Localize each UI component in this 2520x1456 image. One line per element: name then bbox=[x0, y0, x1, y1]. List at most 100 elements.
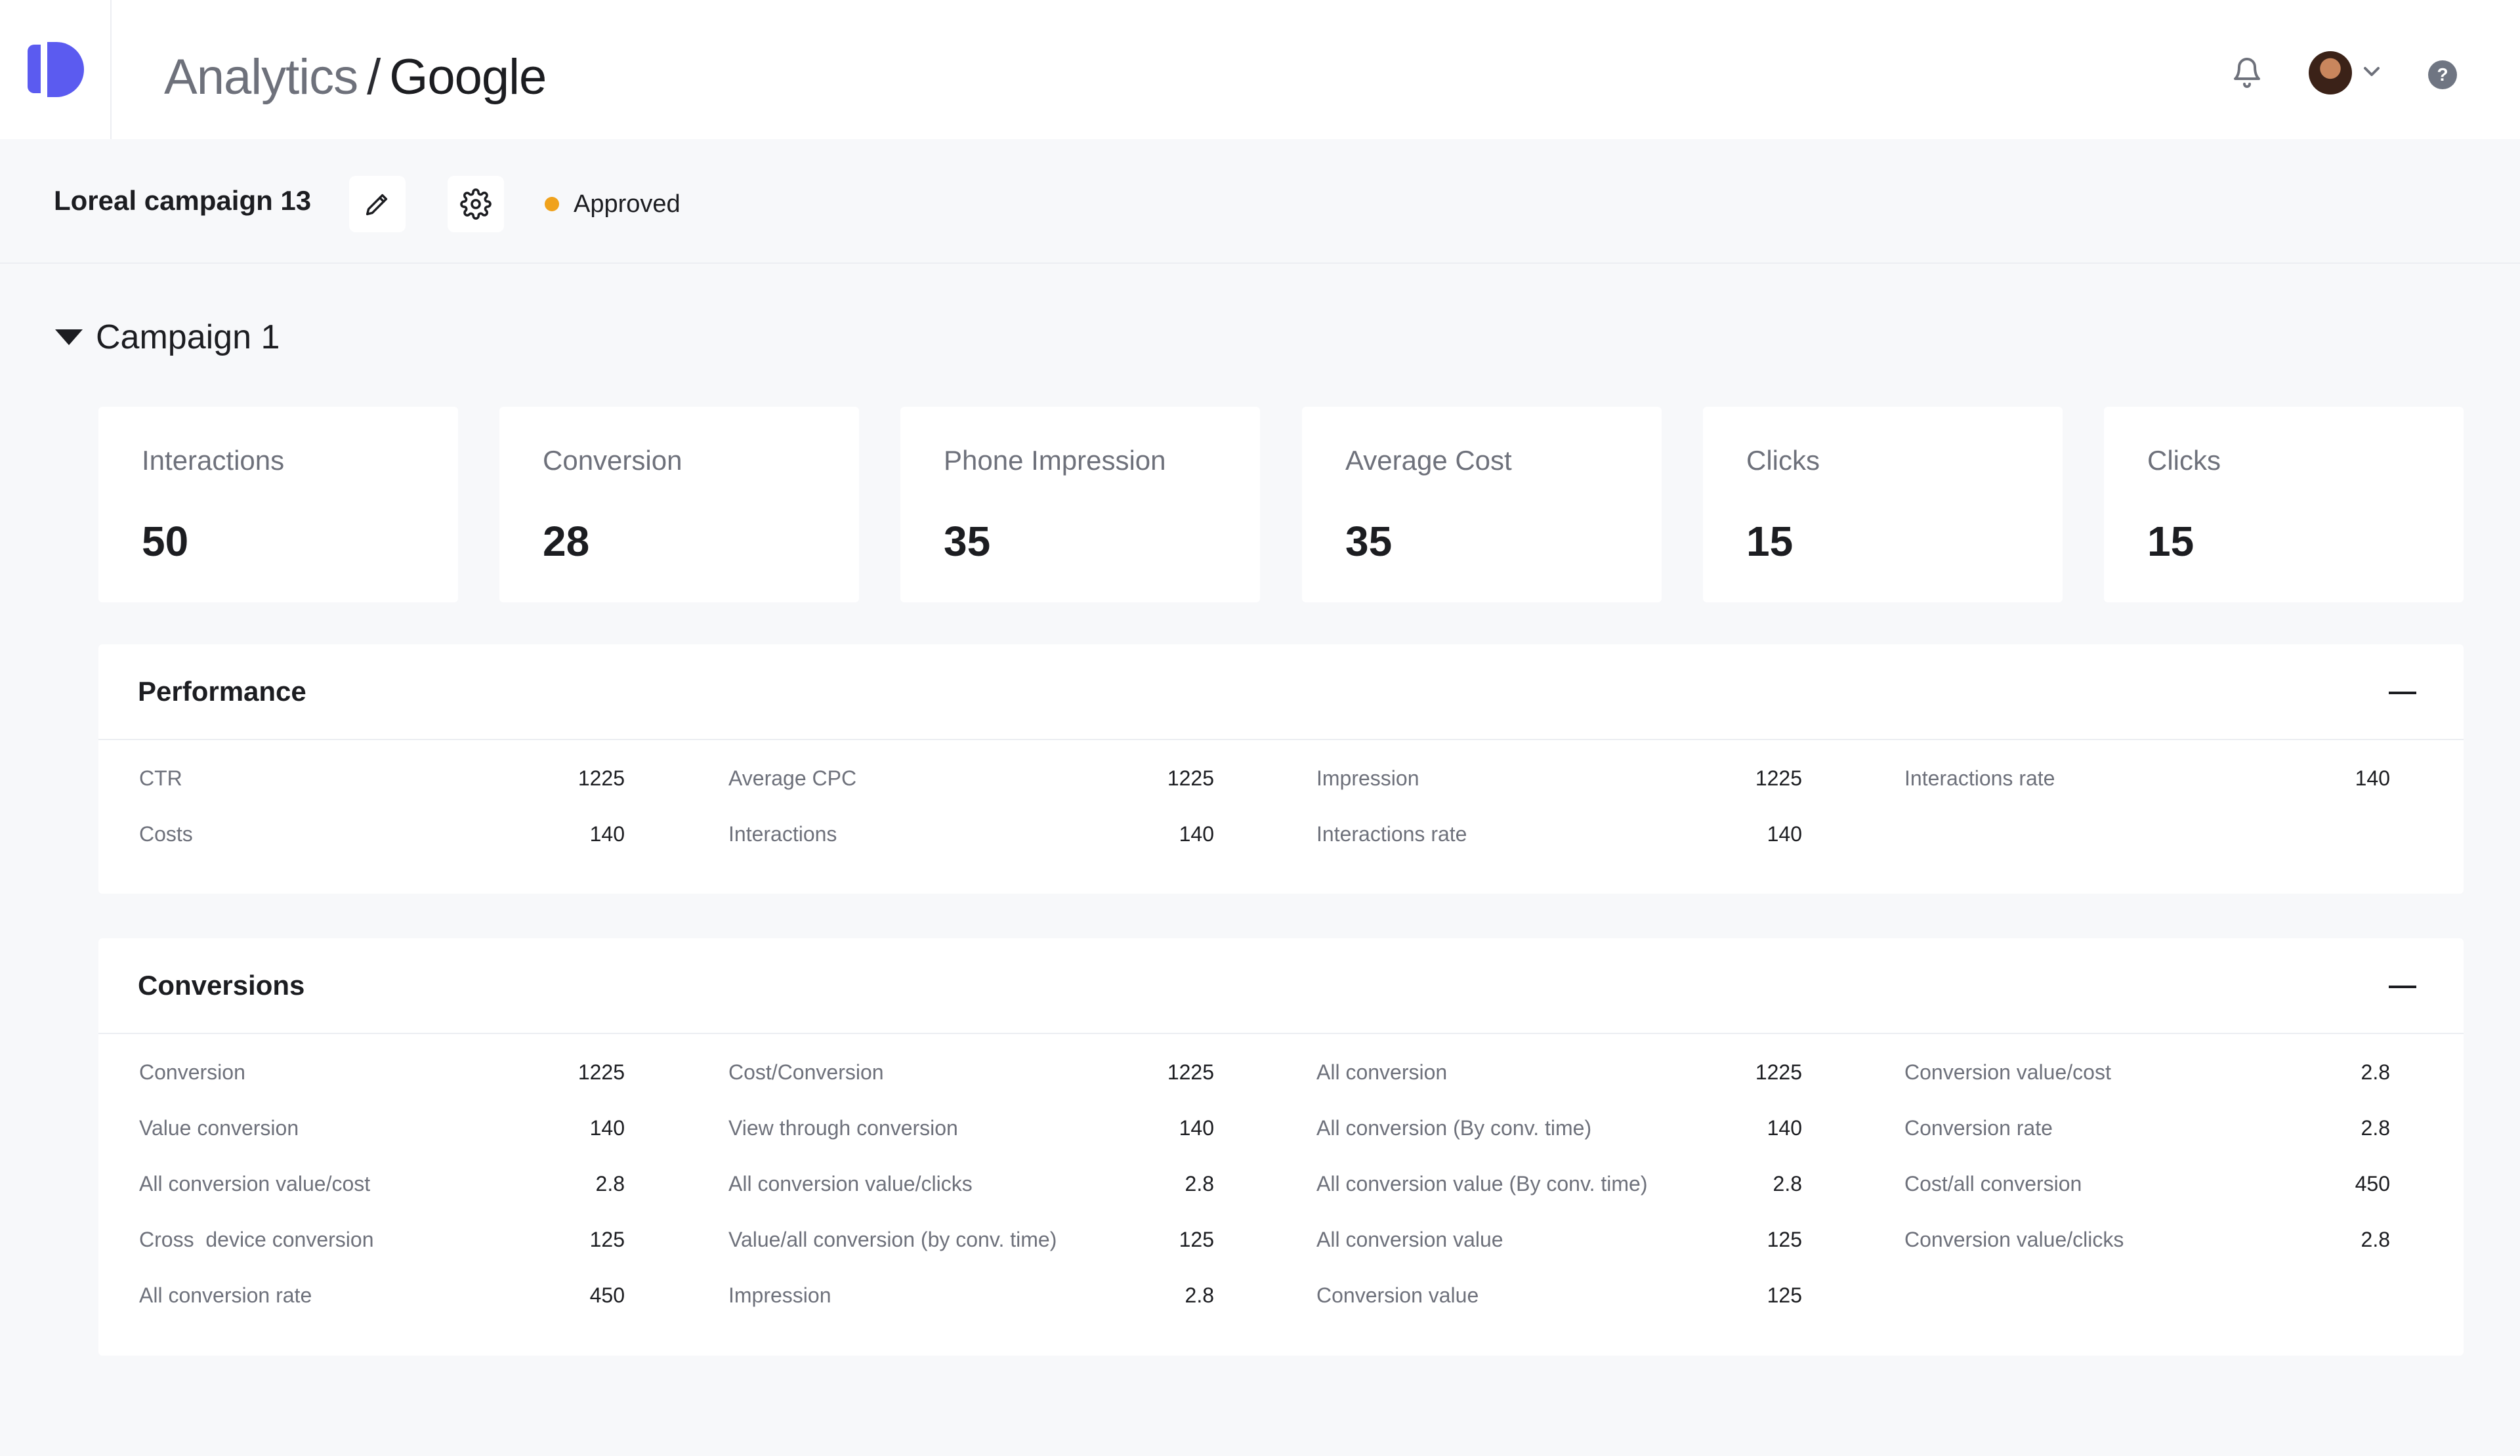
metric-value: 1225 bbox=[1755, 1060, 1802, 1084]
metric-label: All conversion (By conv. time) bbox=[1316, 1116, 1592, 1140]
metric-value: 2.8 bbox=[1773, 1172, 1802, 1196]
metric-value: 2.8 bbox=[595, 1172, 625, 1196]
campaign-settings-button[interactable] bbox=[448, 176, 504, 232]
metric-row: Cost/Conversion 1225 bbox=[728, 1060, 1214, 1087]
stat-card-clicks-secondary: Clicks 15 bbox=[2104, 407, 2464, 602]
metric-label: Conversion value/cost bbox=[1904, 1060, 2111, 1084]
metric-value: 125 bbox=[1767, 1283, 1802, 1307]
stat-card-phone-impression: Phone Impression 35 bbox=[900, 407, 1260, 602]
metric-row: All conversion rate 450 bbox=[139, 1283, 625, 1310]
metric-value: 140 bbox=[589, 822, 625, 846]
metric-value: 1225 bbox=[578, 766, 625, 790]
metric-label: View through conversion bbox=[728, 1116, 958, 1140]
campaign-name: Loreal campaign 13 bbox=[54, 185, 312, 216]
metric-value: 140 bbox=[1179, 1116, 1214, 1140]
metric-row: Cross device conversion 125 bbox=[139, 1228, 625, 1254]
top-bar: Analytics / Google ? bbox=[0, 0, 2520, 139]
metric-row: All conversion (By conv. time) 140 bbox=[1316, 1116, 1802, 1142]
stat-card-average-cost: Average Cost 35 bbox=[1302, 407, 1662, 602]
metric-label: Cost/Conversion bbox=[728, 1060, 884, 1084]
metric-row: All conversion value 125 bbox=[1316, 1228, 1802, 1254]
section-title[interactable]: Campaign 1 bbox=[96, 318, 280, 356]
metric-row: View through conversion 140 bbox=[728, 1116, 1214, 1142]
stat-label: Clicks bbox=[2147, 445, 2221, 476]
collapse-minus-icon[interactable] bbox=[2389, 692, 2416, 694]
metric-row: All conversion value (By conv. time) 2.8 bbox=[1316, 1172, 1802, 1198]
edit-campaign-button[interactable] bbox=[349, 176, 406, 232]
metric-label: All conversion rate bbox=[139, 1283, 312, 1307]
metric-row: Costs 140 bbox=[139, 822, 625, 848]
conversions-panel: Conversions Conversion 1225 Value convers… bbox=[98, 938, 2464, 1356]
stat-label: Interactions bbox=[142, 445, 285, 476]
metric-row: All conversion value/cost 2.8 bbox=[139, 1172, 625, 1198]
metric-row: Value conversion 140 bbox=[139, 1116, 625, 1142]
metric-value: 140 bbox=[1767, 822, 1802, 846]
performance-panel: Performance CTR 1225 Costs 140 Average CPC… bbox=[98, 644, 2464, 894]
app-logo[interactable] bbox=[0, 0, 112, 139]
metric-row: Conversion 1225 bbox=[139, 1060, 625, 1087]
metric-label: Costs bbox=[139, 822, 193, 846]
metric-label: Interactions rate bbox=[1316, 822, 1467, 846]
metric-label: Conversion value/clicks bbox=[1904, 1228, 2124, 1251]
campaign-bar: Loreal campaign 13 Approved bbox=[0, 139, 2520, 264]
breadcrumb-current: Google bbox=[389, 49, 547, 105]
conversions-panel-header: Conversions bbox=[98, 938, 2464, 1034]
metric-label: CTR bbox=[139, 766, 182, 790]
notification-bell-icon[interactable] bbox=[2231, 55, 2263, 91]
metric-row: Interactions rate 140 bbox=[1316, 822, 1802, 848]
metric-row: All conversion 1225 bbox=[1316, 1060, 1802, 1087]
user-avatar[interactable] bbox=[2309, 51, 2352, 94]
metric-value: 125 bbox=[1179, 1228, 1214, 1251]
metric-row: Impression 1225 bbox=[1316, 766, 1802, 793]
stat-value: 28 bbox=[543, 518, 590, 565]
metric-value: 140 bbox=[1179, 822, 1214, 846]
breadcrumb-separator: / bbox=[367, 49, 381, 105]
performance-panel-header: Performance bbox=[98, 644, 2464, 740]
metric-label: All conversion value/clicks bbox=[728, 1172, 973, 1196]
stat-label: Phone Impression bbox=[944, 445, 1166, 476]
metric-label: All conversion value (By conv. time) bbox=[1316, 1172, 1648, 1196]
metric-label: Conversion bbox=[139, 1060, 245, 1084]
metric-label: Impression bbox=[728, 1283, 831, 1307]
stat-card-interactions: Interactions 50 bbox=[98, 407, 458, 602]
metric-label: All conversion value/cost bbox=[139, 1172, 371, 1196]
stat-value: 35 bbox=[944, 518, 991, 565]
breadcrumb-parent[interactable]: Analytics bbox=[164, 49, 358, 105]
metric-row: All conversion value/clicks 2.8 bbox=[728, 1172, 1214, 1198]
metric-row: Conversion value/cost 2.8 bbox=[1904, 1060, 2390, 1087]
metric-label: Cross device conversion bbox=[139, 1228, 374, 1251]
metric-value: 125 bbox=[1767, 1228, 1802, 1251]
metric-value: 450 bbox=[2355, 1172, 2390, 1196]
stat-label: Average Cost bbox=[1345, 445, 1512, 476]
metric-value: 2.8 bbox=[1185, 1172, 1214, 1196]
metric-value: 140 bbox=[1767, 1116, 1802, 1140]
caret-down-icon[interactable] bbox=[55, 329, 83, 345]
metric-value: 1225 bbox=[1755, 766, 1802, 790]
stat-card-conversion: Conversion 28 bbox=[499, 407, 859, 602]
metric-value: 2.8 bbox=[2361, 1116, 2390, 1140]
metric-row: CTR 1225 bbox=[139, 766, 625, 793]
panel-title: Conversions bbox=[138, 970, 305, 1001]
metric-label: All conversion bbox=[1316, 1060, 1448, 1084]
chevron-down-icon[interactable] bbox=[2361, 64, 2382, 80]
metric-row: Conversion value/clicks 2.8 bbox=[1904, 1228, 2390, 1254]
metric-label: Conversion rate bbox=[1904, 1116, 2053, 1140]
pencil-icon bbox=[366, 194, 388, 216]
metric-label: All conversion value bbox=[1316, 1228, 1503, 1251]
metric-label: Cost/all conversion bbox=[1904, 1172, 2082, 1196]
metric-label: Interactions rate bbox=[1904, 766, 2055, 790]
metric-label: Value/all conversion (by conv. time) bbox=[728, 1228, 1057, 1251]
stat-value: 50 bbox=[142, 518, 189, 565]
help-icon[interactable]: ? bbox=[2428, 60, 2457, 89]
metric-label: Impression bbox=[1316, 766, 1419, 790]
metric-row: Value/all conversion (by conv. time) 125 bbox=[728, 1228, 1214, 1254]
metric-row: Conversion rate 2.8 bbox=[1904, 1116, 2390, 1142]
stat-card-clicks: Clicks 15 bbox=[1703, 407, 2063, 602]
collapse-minus-icon[interactable] bbox=[2389, 986, 2416, 988]
panel-title: Performance bbox=[138, 676, 306, 707]
status-indicator-dot bbox=[545, 197, 559, 211]
metric-value: 1225 bbox=[578, 1060, 625, 1084]
metric-value: 2.8 bbox=[2361, 1060, 2390, 1084]
metric-label: Conversion value bbox=[1316, 1283, 1479, 1307]
metric-value: 1225 bbox=[1167, 1060, 1214, 1084]
